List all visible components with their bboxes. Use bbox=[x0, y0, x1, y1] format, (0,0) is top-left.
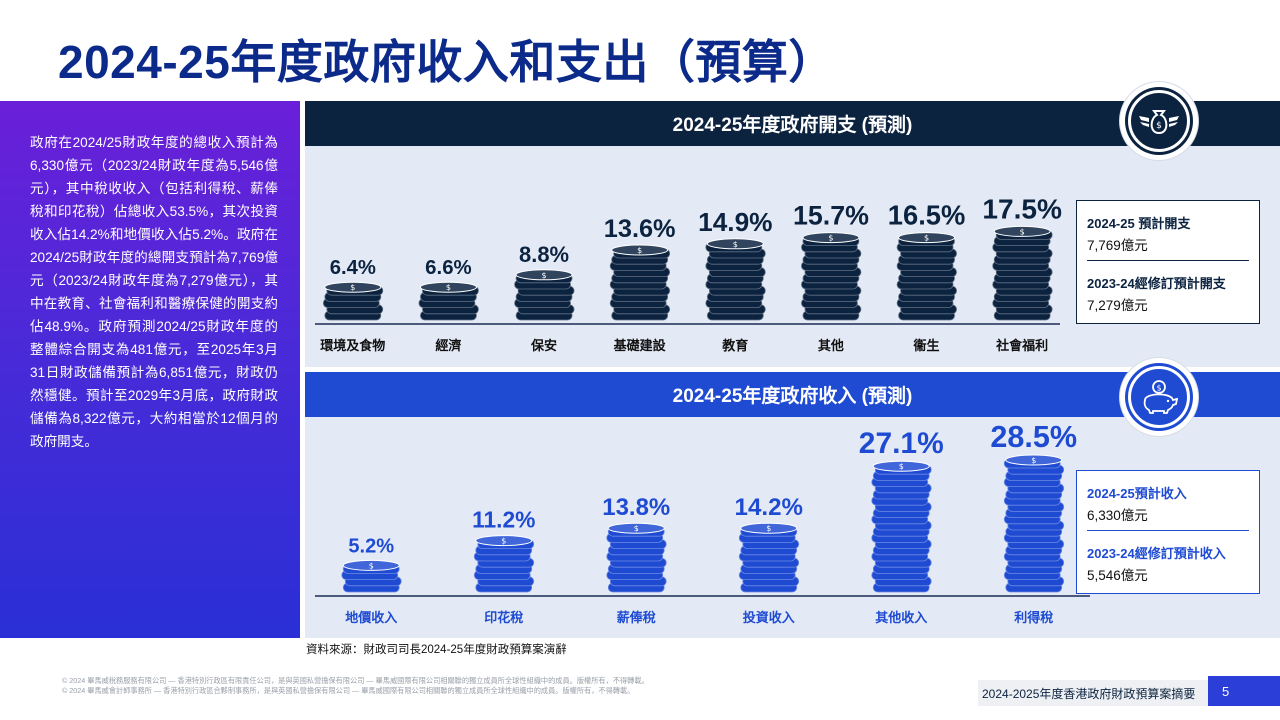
summary-label: 2024-25預計收入 bbox=[1087, 486, 1187, 501]
summary-item: 2023-24經修訂預計開支 7,279億元 bbox=[1087, 260, 1249, 320]
summary-item: 2024-25 預計開支 7,769億元 bbox=[1087, 201, 1249, 260]
summary-item: 2024-25預計收入 6,330億元 bbox=[1087, 471, 1249, 530]
intro-panel: 政府在2024/25財政年度的總收入預計為6,330億元（2023/24財政年度… bbox=[0, 101, 300, 638]
expenditure-header: 2024-25年度政府開支 (預測) bbox=[305, 101, 1280, 146]
expenditure-summary: 2024-25 預計開支 7,769億元 2023-24經修訂預計開支 7,27… bbox=[1076, 200, 1260, 324]
summary-label: 2024-25 預計開支 bbox=[1087, 216, 1191, 231]
legal-notice: © 2024 畢馬威稅務服務有限公司 — 香港特別行政區有限責任公司，是與英國私… bbox=[62, 676, 649, 696]
summary-value: 6,330億元 bbox=[1087, 508, 1148, 523]
legal-line: © 2024 畢馬威會計師事務所 — 香港特別行政區合夥制事務所，是與英國私營擔… bbox=[62, 686, 635, 695]
legal-line: © 2024 畢馬威稅務服務有限公司 — 香港特別行政區有限責任公司，是與英國私… bbox=[62, 676, 649, 685]
piggy-bank-icon: $ bbox=[1143, 380, 1179, 414]
summary-value: 7,769億元 bbox=[1087, 238, 1148, 253]
source-note: 資料來源：財政司司長2024-25年度財政預算案演辭 bbox=[306, 644, 567, 656]
document-title: 2024-2025年度香港政府財政預算案摘要 bbox=[978, 680, 1208, 706]
expenditure-badge: $ bbox=[1120, 82, 1198, 160]
revenue-header: 2024-25年度政府收入 (預測) bbox=[305, 372, 1280, 417]
revenue-badge: $ bbox=[1120, 358, 1198, 436]
summary-label: 2023-24經修訂預計開支 bbox=[1087, 276, 1226, 291]
summary-value: 7,279億元 bbox=[1087, 298, 1148, 313]
intro-text: 政府在2024/25財政年度的總收入預計為6,330億元（2023/24財政年度… bbox=[30, 135, 278, 449]
svg-text:$: $ bbox=[1156, 121, 1162, 131]
summary-item: 2023-24經修訂預計收入 5,546億元 bbox=[1087, 530, 1249, 590]
summary-label: 2023-24經修訂預計收入 bbox=[1087, 546, 1226, 561]
summary-value: 5,546億元 bbox=[1087, 568, 1148, 583]
revenue-summary: 2024-25預計收入 6,330億元 2023-24經修訂預計收入 5,546… bbox=[1076, 470, 1260, 594]
page-number: 5 bbox=[1208, 676, 1280, 706]
money-bag-wings-icon: $ bbox=[1139, 110, 1179, 135]
page-title: 2024-25年度政府收入和支出（預算） bbox=[58, 36, 835, 88]
svg-text:$: $ bbox=[1156, 384, 1161, 393]
